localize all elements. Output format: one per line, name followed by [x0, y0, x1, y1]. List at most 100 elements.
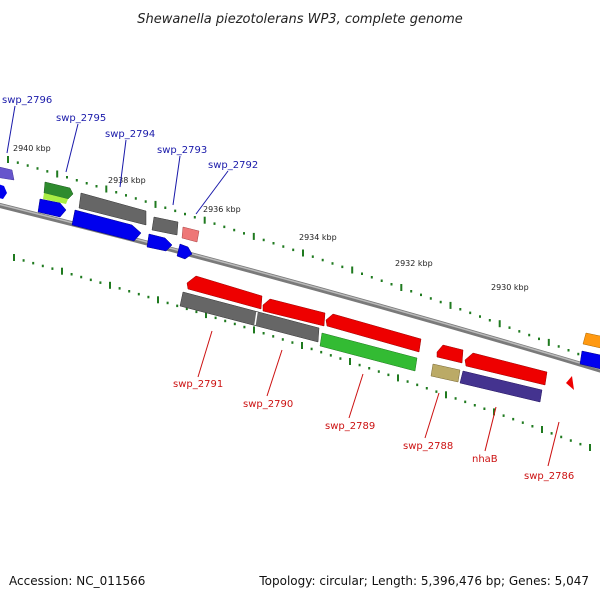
tick-minor — [51, 267, 54, 270]
label-swp-2786[interactable]: swp_2786 — [524, 471, 574, 482]
tick-minor — [387, 373, 390, 377]
tick-major — [449, 301, 452, 309]
callout-swp-2790 — [266, 349, 283, 397]
tick-major — [203, 216, 206, 224]
label-swp-2790[interactable]: swp_2790 — [243, 399, 293, 410]
tick-minor — [214, 316, 217, 320]
feature-red-2791 — [186, 275, 263, 310]
label-swp-2788[interactable]: swp_2788 — [403, 441, 453, 452]
feature-blue-mid — [146, 233, 173, 252]
label-swp-2789[interactable]: swp_2789 — [325, 421, 375, 432]
kbp-label-2934: 2934 kbp — [299, 233, 337, 242]
feature-blue-tiny — [176, 243, 193, 260]
label-swp-2792[interactable]: swp_2792 — [208, 160, 258, 171]
tick-major — [349, 358, 351, 365]
tick-minor — [75, 179, 78, 182]
tick-minor — [224, 319, 227, 323]
label-swp-2794[interactable]: swp_2794 — [105, 129, 155, 140]
tick-minor — [410, 290, 413, 293]
tick-minor — [329, 354, 332, 357]
tick-minor — [166, 301, 169, 305]
tick-minor — [243, 325, 246, 329]
label-swp-2791[interactable]: swp_2791 — [173, 379, 223, 390]
label-swp-2796[interactable]: swp_2796 — [2, 95, 52, 106]
feature-red-2788 — [436, 344, 464, 364]
tick-minor — [99, 281, 102, 284]
tick-major — [400, 284, 403, 291]
tick-minor — [134, 197, 137, 200]
tick-major — [498, 320, 501, 328]
tick-minor — [32, 261, 35, 265]
tick-minor — [567, 349, 570, 352]
tick-minor — [193, 216, 196, 219]
label-swp-2795[interactable]: swp_2795 — [56, 113, 106, 124]
tick-minor — [341, 265, 344, 269]
tick-major — [445, 391, 447, 399]
callout-nhab — [484, 406, 497, 452]
callout-swp-2786 — [547, 421, 560, 467]
callout-swp-2796 — [6, 105, 16, 154]
tick-minor — [579, 442, 582, 446]
tick-major — [541, 426, 543, 433]
tick-minor — [420, 293, 422, 297]
tick-major — [205, 311, 207, 319]
tick-minor — [508, 326, 511, 329]
tick-minor — [22, 259, 25, 262]
tick-minor — [89, 278, 92, 282]
callout-swp-2792 — [195, 170, 229, 215]
kbp-label-2936: 2936 kbp — [203, 205, 241, 214]
callout-swp-2793 — [172, 155, 181, 206]
reverse-callouts — [197, 330, 560, 467]
tick-minor — [272, 335, 275, 338]
feature-nhab — [459, 370, 543, 403]
callout-swp-2788 — [424, 392, 440, 439]
feature-blue-small — [37, 198, 67, 218]
tick-major — [351, 266, 354, 274]
tick-minor — [435, 390, 438, 393]
tick-minor — [370, 276, 373, 279]
kbp-label-2930: 2930 kbp — [491, 283, 529, 292]
label-nhab[interactable]: nhaB — [472, 454, 498, 465]
tick-minor — [174, 209, 177, 213]
tick-major — [397, 374, 399, 382]
feature-purple-left — [0, 166, 15, 181]
tick-major — [154, 200, 157, 208]
tick-track-lower — [13, 254, 591, 451]
tick-major — [589, 444, 591, 451]
tick-major — [252, 232, 255, 240]
forward-strand-features — [0, 166, 600, 370]
feature-khaki-2788 — [430, 363, 461, 383]
tick-minor — [377, 370, 380, 373]
feature-green-upper — [43, 181, 74, 200]
tick-minor — [95, 185, 98, 188]
tick-minor — [550, 432, 553, 435]
tick-minor — [464, 400, 467, 404]
tick-major — [157, 296, 159, 304]
tick-minor — [85, 182, 88, 185]
feature-red-2786 — [566, 376, 574, 390]
map-title: Shewanella piezotolerans WP3, complete g… — [137, 12, 463, 27]
label-swp-2793[interactable]: swp_2793 — [157, 145, 207, 156]
topology-text: Topology: circular; Length: 5,396,476 bp… — [259, 574, 589, 588]
tick-minor — [320, 350, 323, 354]
tick-minor — [66, 176, 68, 179]
tick-minor — [282, 245, 285, 248]
tick-minor — [184, 212, 186, 216]
feature-grey-2790 — [179, 291, 320, 343]
tick-minor — [429, 297, 432, 300]
tick-minor — [185, 307, 188, 311]
feature-grey-divider — [254, 311, 258, 326]
tick-minor — [233, 228, 236, 232]
tick-minor — [128, 290, 131, 293]
tick-minor — [26, 164, 29, 167]
tick-minor — [331, 262, 334, 265]
tick-minor — [41, 264, 44, 268]
tick-minor — [483, 407, 486, 410]
accession-text: Accession: NC_011566 — [9, 574, 146, 588]
tick-minor — [16, 161, 19, 164]
tick-minor — [118, 287, 121, 290]
tick-minor — [560, 435, 563, 439]
tick-minor — [454, 397, 457, 400]
tick-minor — [233, 322, 236, 326]
